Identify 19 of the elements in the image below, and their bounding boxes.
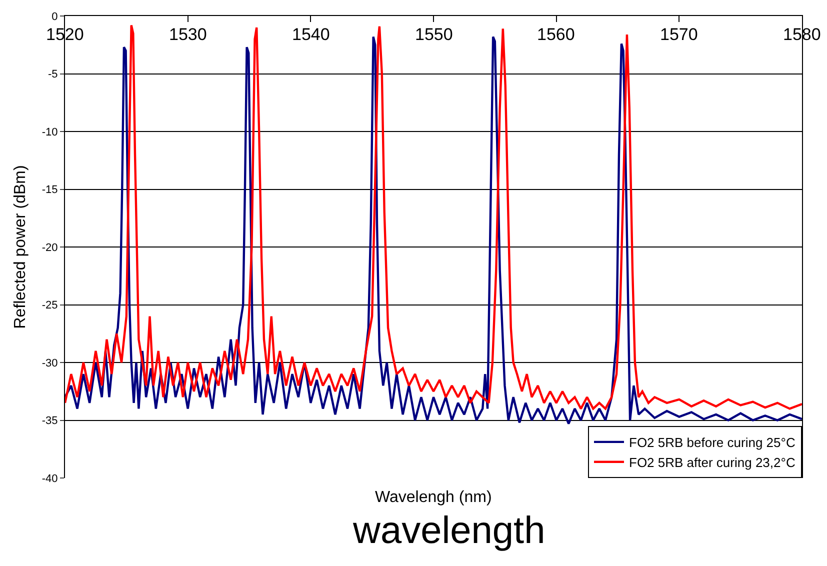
x-tick-label: 1560 (537, 25, 575, 44)
legend-label: FO2 5RB before curing 25°C (629, 435, 796, 450)
y-axis-title: Reflected power (dBm) (12, 165, 29, 329)
text: wavelength (352, 510, 546, 552)
y-tick-label: -15 (42, 184, 58, 196)
y-tick-label: 0 (52, 10, 58, 23)
y-tick-label: -30 (42, 357, 58, 370)
y-tick-label: -10 (42, 126, 58, 138)
y-tick-label: -35 (42, 415, 58, 428)
x-tick-label: 1530 (169, 25, 207, 44)
x-tick-label: 1550 (415, 25, 453, 44)
x-axis-title: Wavelengh (nm) (375, 489, 492, 506)
y-tick-label: -5 (48, 68, 58, 81)
y-tick-label: -20 (42, 242, 58, 254)
y-tick-label: -25 (42, 300, 58, 312)
x-tick-label: 1570 (660, 25, 698, 44)
legend-label: FO2 5RB after curing 23,2°C (629, 454, 796, 470)
x-tick-label: 1540 (292, 25, 330, 44)
y-tick-label: -40 (42, 472, 58, 485)
